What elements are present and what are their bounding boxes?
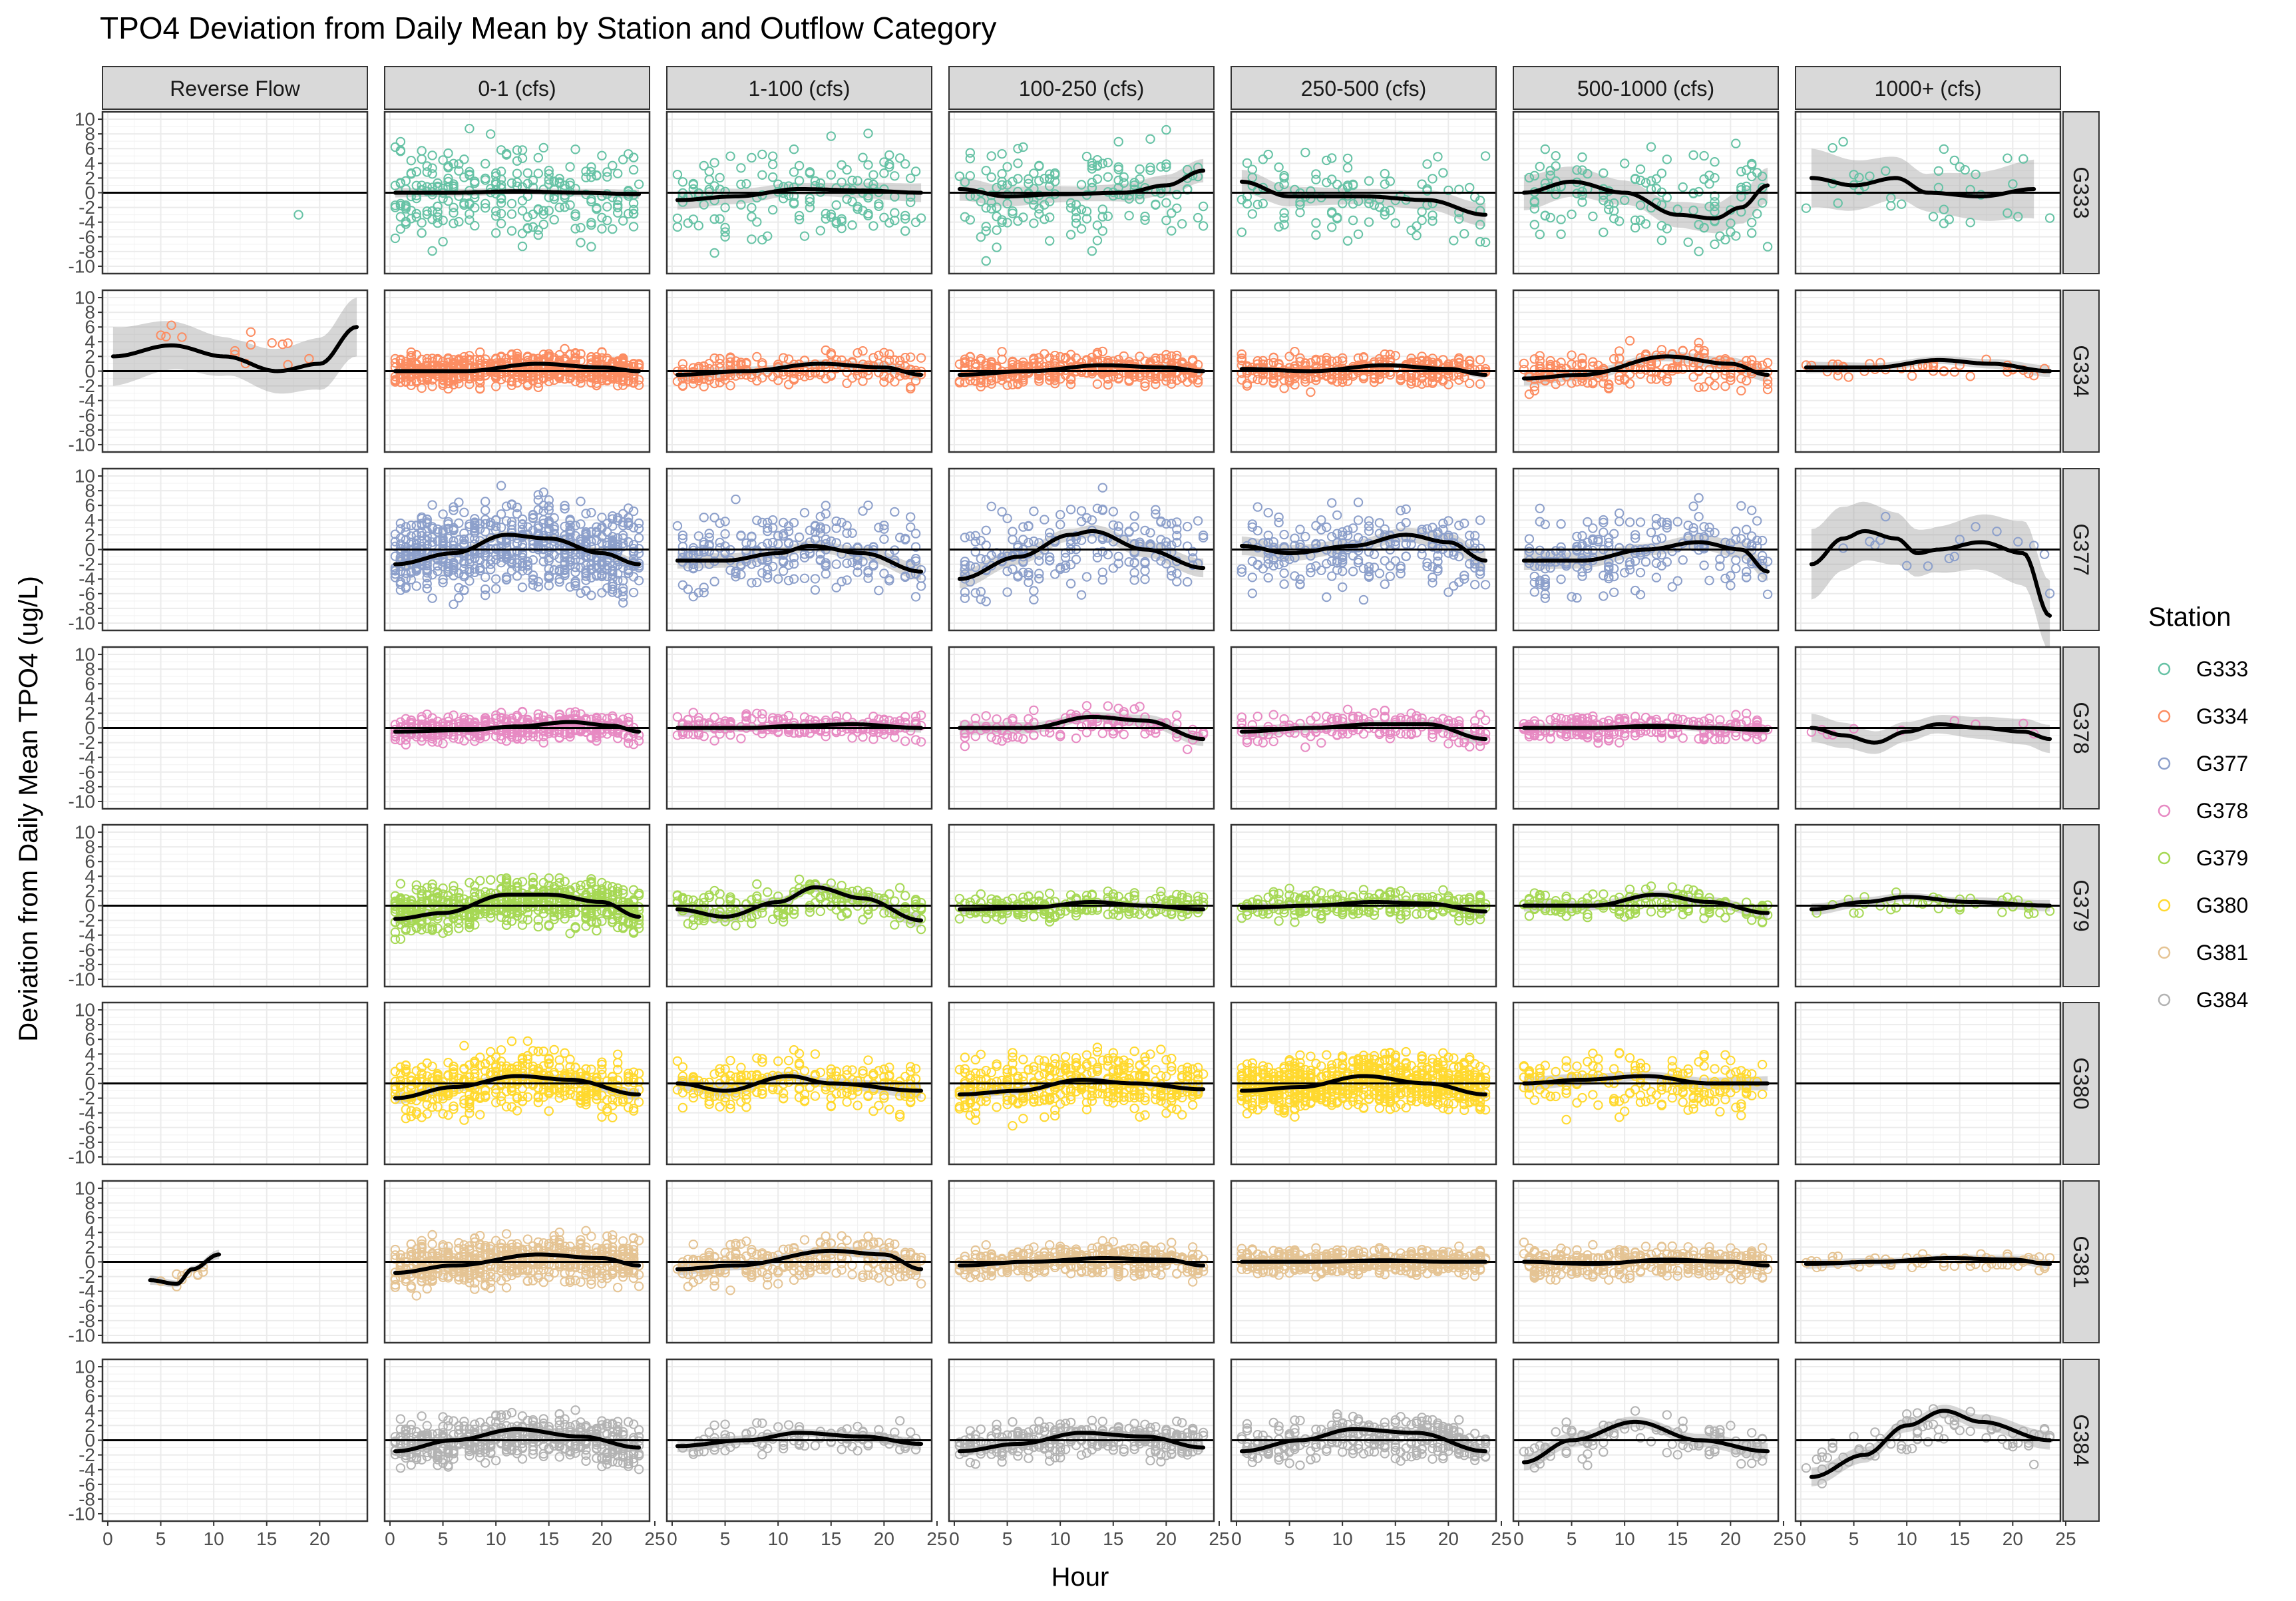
panel — [667, 112, 932, 274]
x-tick-label: 25 — [1491, 1528, 1511, 1549]
x-tick-label: 15 — [538, 1528, 559, 1549]
row-strip-label: G379 — [2069, 879, 2093, 931]
x-tick-label: 0 — [385, 1528, 395, 1549]
x-tick-label: 20 — [592, 1528, 612, 1549]
x-tick-label: 15 — [1103, 1528, 1123, 1549]
x-tick-label: 0 — [102, 1528, 113, 1549]
y-tick-label: 10 — [75, 109, 95, 130]
panel — [1231, 112, 1496, 274]
y-tick-label: 10 — [75, 644, 95, 665]
x-tick-label: 10 — [1897, 1528, 1917, 1549]
x-tick-label: 15 — [256, 1528, 277, 1549]
x-tick-label: 5 — [438, 1528, 449, 1549]
x-tick-label: 0 — [1796, 1528, 1806, 1549]
panel-grid: Reverse Flow 0-1 (cfs) 1-100 (cfs) 100-250 … — [69, 67, 2099, 1549]
row-strip-label: G333 — [2069, 166, 2093, 218]
panel — [1513, 112, 1778, 274]
x-tick-label: 5 — [1284, 1528, 1295, 1549]
x-tick-label: 25 — [644, 1528, 665, 1549]
x-tick-label: 25 — [1773, 1528, 1794, 1549]
column-strip-label: 0-1 (cfs) — [478, 77, 556, 101]
y-tick-label: 10 — [75, 288, 95, 308]
x-tick-label: 25 — [926, 1528, 947, 1549]
panel — [1796, 290, 2060, 452]
panel — [1231, 290, 1496, 452]
column-strip-label: Reverse Flow — [170, 77, 301, 101]
panel — [385, 469, 650, 630]
x-tick-label: 15 — [821, 1528, 841, 1549]
panel — [1231, 469, 1496, 630]
panel — [949, 469, 1214, 630]
y-tick-label: 10 — [75, 1000, 95, 1021]
x-tick-label: 10 — [204, 1528, 224, 1549]
x-tick-label: 25 — [2055, 1528, 2076, 1549]
x-tick-label: 20 — [874, 1528, 894, 1549]
x-tick-label: 25 — [1209, 1528, 1229, 1549]
row-strip-label: G377 — [2069, 523, 2093, 575]
panel — [667, 290, 932, 452]
x-tick-label: 0 — [667, 1528, 677, 1549]
panel — [385, 112, 650, 274]
x-tick-label: 10 — [1050, 1528, 1071, 1549]
x-tick-label: 20 — [309, 1528, 330, 1549]
x-tick-label: 10 — [768, 1528, 789, 1549]
panel — [102, 469, 367, 630]
x-tick-label: 20 — [1438, 1528, 1459, 1549]
x-tick-label: 0 — [1513, 1528, 1524, 1549]
x-tick-label: 10 — [1332, 1528, 1353, 1549]
x-tick-label: 0 — [1231, 1528, 1242, 1549]
panel — [1513, 290, 1778, 452]
x-tick-label: 15 — [1667, 1528, 1688, 1549]
row-strip-label: G380 — [2069, 1057, 2093, 1109]
y-tick-label: 10 — [75, 822, 95, 843]
x-axis-label: Hour — [1052, 1562, 1109, 1592]
panel — [385, 290, 650, 452]
chart-title: TPO4 Deviation from Daily Mean by Statio… — [100, 11, 996, 45]
row-strip-label: G334 — [2069, 345, 2093, 397]
panel — [1796, 112, 2060, 274]
panel — [102, 112, 367, 274]
column-strip-label: 250-500 (cfs) — [1301, 77, 1427, 101]
panel — [667, 469, 932, 630]
x-tick-label: 15 — [1385, 1528, 1406, 1549]
x-tick-label: 5 — [720, 1528, 731, 1549]
x-tick-label: 5 — [1002, 1528, 1013, 1549]
column-strip-label: 1-100 (cfs) — [749, 77, 851, 101]
column-strip-label: 1000+ (cfs) — [1875, 77, 1982, 101]
x-tick-label: 20 — [1720, 1528, 1741, 1549]
x-tick-label: 10 — [486, 1528, 506, 1549]
x-tick-label: 0 — [949, 1528, 960, 1549]
x-tick-label: 10 — [1615, 1528, 1635, 1549]
column-strip-label: 100-250 (cfs) — [1019, 77, 1145, 101]
x-tick-label: 5 — [1567, 1528, 1577, 1549]
panel — [949, 112, 1214, 274]
y-tick-label: 10 — [75, 1357, 95, 1377]
panel — [102, 290, 367, 452]
row-strip-label: G384 — [2069, 1414, 2093, 1466]
x-tick-label: 5 — [156, 1528, 166, 1549]
row-strip-label: G381 — [2069, 1236, 2093, 1287]
panel — [949, 290, 1214, 452]
row-strip-label: G378 — [2069, 702, 2093, 754]
y-tick-label: 10 — [75, 1178, 95, 1199]
x-tick-label: 20 — [2003, 1528, 2023, 1549]
x-tick-label: 5 — [1849, 1528, 1859, 1549]
y-tick-label: 10 — [75, 466, 95, 487]
y-axis-label: Deviation from Daily Mean TPO4 (ug/L) — [14, 576, 43, 1042]
x-tick-label: 15 — [1949, 1528, 1970, 1549]
x-tick-label: 20 — [1156, 1528, 1177, 1549]
column-strip-label: 500-1000 (cfs) — [1577, 77, 1714, 101]
